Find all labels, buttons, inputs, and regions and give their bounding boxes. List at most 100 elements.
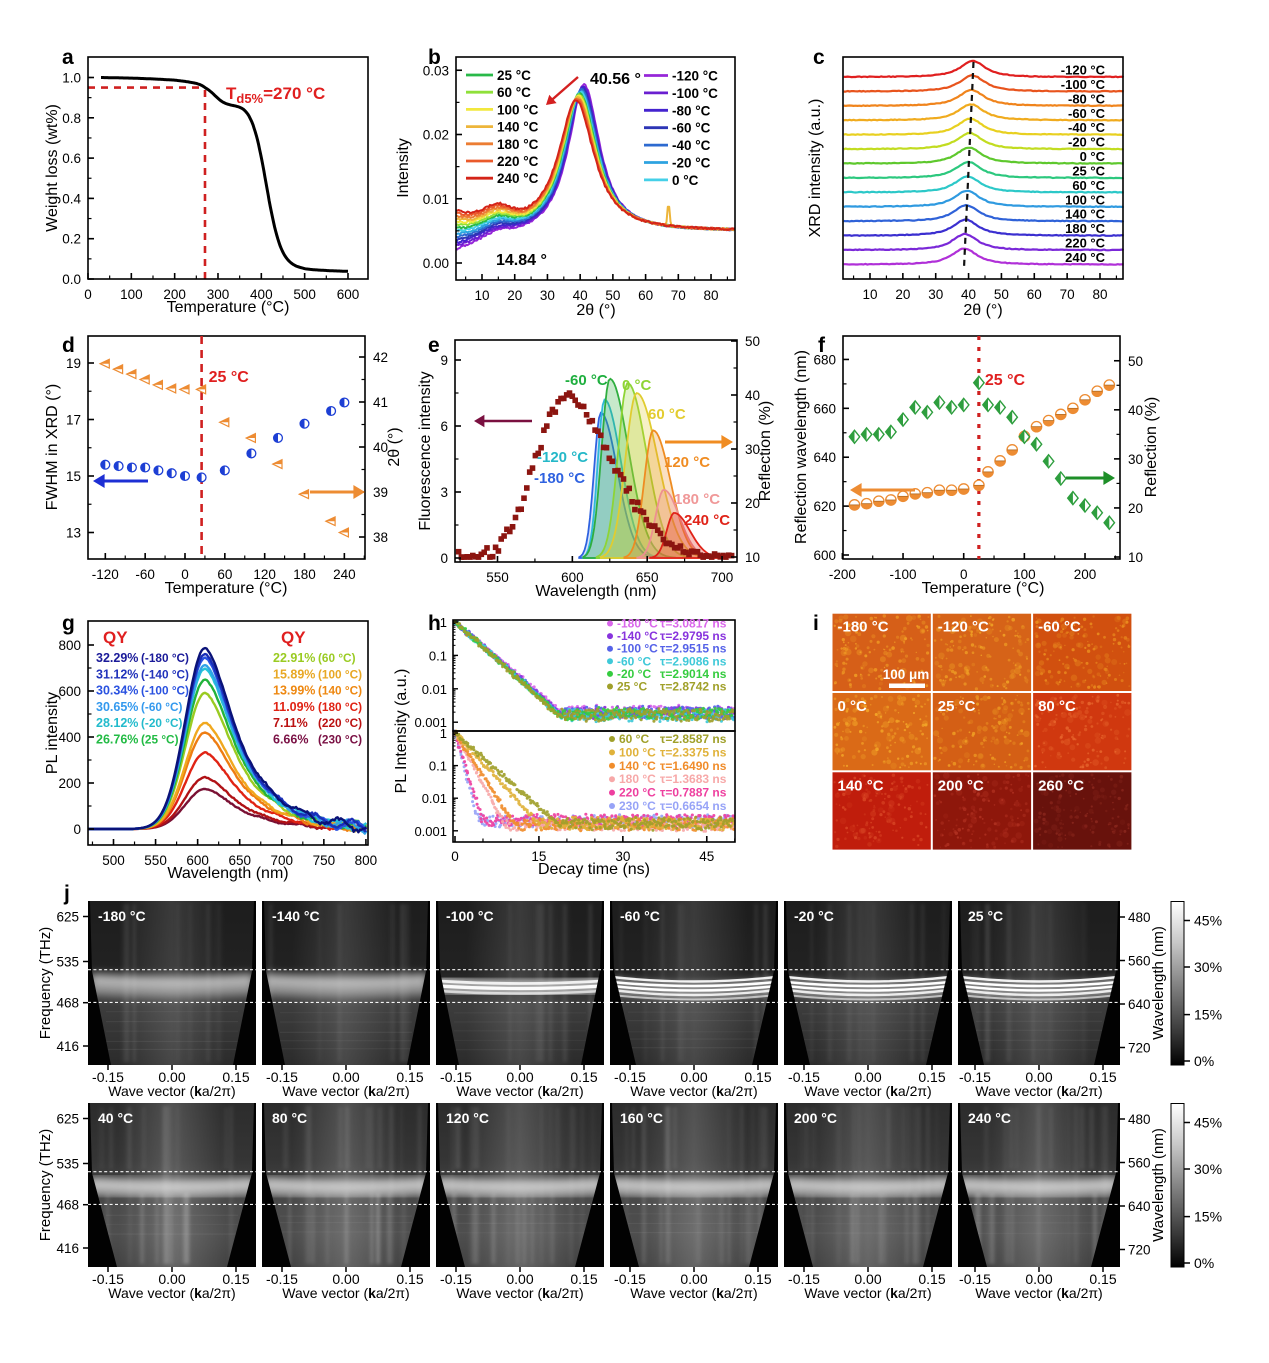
- svg-text:800: 800: [355, 853, 378, 868]
- svg-text:700: 700: [711, 570, 734, 585]
- svg-text:f: f: [818, 334, 826, 357]
- svg-text:-0.15: -0.15: [788, 1271, 820, 1287]
- svg-text:45%: 45%: [1194, 1115, 1222, 1131]
- svg-text:17: 17: [66, 413, 81, 428]
- svg-text:180 °C: 180 °C: [674, 491, 720, 508]
- svg-text:Frequency (THz): Frequency (THz): [37, 1129, 54, 1242]
- svg-text:XRD intensity (a.u.): XRD intensity (a.u.): [807, 99, 824, 238]
- svg-text:19: 19: [66, 356, 81, 371]
- svg-text:Wave vector (ka/2π): Wave vector (ka/2π): [630, 1083, 757, 1099]
- svg-text:240 °C: 240 °C: [1065, 250, 1106, 265]
- svg-text:(230 °C): (230 °C): [318, 733, 362, 747]
- svg-text:500: 500: [293, 287, 316, 302]
- svg-text:j: j: [63, 882, 70, 905]
- svg-text:-20 °C: -20 °C: [672, 156, 711, 171]
- svg-text:100 μm: 100 μm: [883, 667, 930, 682]
- svg-text:Reflection (%): Reflection (%): [1143, 397, 1160, 497]
- svg-text:τ=2.9014 ns: τ=2.9014 ns: [660, 667, 727, 681]
- svg-text:Wavelength (nm): Wavelength (nm): [1150, 1128, 1167, 1242]
- svg-text:c: c: [813, 46, 825, 69]
- svg-text:30: 30: [615, 849, 630, 864]
- svg-text:6: 6: [440, 419, 448, 434]
- svg-text:0.01: 0.01: [422, 682, 447, 697]
- svg-text:Wave vector (ka/2π): Wave vector (ka/2π): [282, 1083, 409, 1099]
- svg-text:535: 535: [56, 955, 79, 970]
- svg-text:-60 °C: -60 °C: [1038, 619, 1081, 636]
- svg-text:38: 38: [373, 530, 388, 545]
- svg-text:260 °C: 260 °C: [1038, 777, 1084, 794]
- svg-text:200: 200: [1074, 567, 1097, 582]
- svg-text:Reflection (%): Reflection (%): [757, 401, 774, 501]
- svg-text:PL intensity: PL intensity: [44, 692, 61, 774]
- svg-text:180 °C: 180 °C: [1065, 221, 1106, 236]
- svg-text:Temperature (°C): Temperature (°C): [167, 299, 290, 316]
- svg-text:-180 °C: -180 °C: [838, 619, 889, 636]
- svg-text:15: 15: [531, 849, 546, 864]
- svg-text:-100 °C: -100 °C: [1061, 77, 1106, 92]
- svg-text:9: 9: [440, 353, 448, 368]
- svg-text:QY: QY: [103, 628, 128, 647]
- svg-text:1: 1: [440, 726, 447, 741]
- svg-text:Wavelength (nm): Wavelength (nm): [1150, 926, 1167, 1040]
- svg-text:45%: 45%: [1194, 913, 1222, 929]
- svg-text:30: 30: [928, 287, 943, 302]
- svg-text:25 °C: 25 °C: [497, 68, 531, 83]
- svg-text:180 °C: 180 °C: [497, 137, 539, 152]
- svg-text:220 °C: 220 °C: [497, 154, 539, 169]
- svg-text:0.00: 0.00: [506, 1271, 533, 1287]
- svg-text:0.15: 0.15: [1089, 1271, 1116, 1287]
- svg-text:-0.15: -0.15: [959, 1069, 991, 1085]
- svg-text:-0.15: -0.15: [92, 1069, 124, 1085]
- svg-text:0.00: 0.00: [158, 1271, 185, 1287]
- svg-text:800: 800: [58, 638, 81, 653]
- svg-text:15: 15: [66, 469, 81, 484]
- svg-text:-0.15: -0.15: [614, 1271, 646, 1287]
- svg-text:-180 °C: -180 °C: [617, 617, 658, 631]
- svg-text:100: 100: [120, 287, 143, 302]
- svg-text:-60 °C: -60 °C: [617, 654, 651, 668]
- svg-text:600: 600: [561, 570, 584, 585]
- svg-text:13: 13: [66, 526, 81, 541]
- svg-text:-200: -200: [829, 567, 856, 582]
- svg-text:0.01: 0.01: [422, 791, 447, 806]
- svg-text:2θ (°): 2θ (°): [386, 427, 403, 466]
- svg-text:(25 °C): (25 °C): [141, 733, 179, 747]
- svg-text:0.15: 0.15: [396, 1271, 423, 1287]
- svg-text:-140 °C: -140 °C: [617, 629, 658, 643]
- svg-text:80: 80: [1092, 287, 1107, 302]
- svg-text:40: 40: [1128, 403, 1143, 418]
- svg-text:Wavelength (nm): Wavelength (nm): [167, 865, 288, 882]
- svg-text:0.00: 0.00: [680, 1069, 707, 1085]
- svg-text:300: 300: [207, 287, 230, 302]
- svg-text:620: 620: [813, 499, 836, 514]
- svg-text:14.84 °: 14.84 °: [496, 252, 547, 269]
- svg-text:140 °C: 140 °C: [497, 120, 539, 135]
- svg-text:QY: QY: [281, 628, 306, 647]
- svg-text:25 °C: 25 °C: [985, 372, 1026, 389]
- svg-text:(-60 °C): (-60 °C): [141, 700, 182, 714]
- svg-text:-0.15: -0.15: [92, 1271, 124, 1287]
- svg-text:0.03: 0.03: [423, 63, 449, 78]
- svg-text:-60 °C: -60 °C: [1068, 106, 1106, 121]
- svg-text:0.15: 0.15: [918, 1271, 945, 1287]
- svg-text:10: 10: [474, 288, 489, 303]
- svg-text:600: 600: [813, 548, 836, 563]
- svg-text:240 °C: 240 °C: [968, 1110, 1011, 1126]
- svg-text:13.99%: 13.99%: [273, 684, 315, 698]
- svg-text:180: 180: [293, 567, 316, 582]
- svg-text:416: 416: [56, 1039, 79, 1054]
- svg-text:τ=0.6654 ns: τ=0.6654 ns: [660, 799, 727, 813]
- svg-text:Fluorescence intensity: Fluorescence intensity: [417, 371, 434, 530]
- svg-text:0.00: 0.00: [854, 1069, 881, 1085]
- svg-text:15%: 15%: [1194, 1209, 1222, 1225]
- svg-text:39: 39: [373, 485, 388, 500]
- svg-text:160 °C: 160 °C: [620, 1110, 663, 1126]
- svg-text:660: 660: [813, 401, 836, 416]
- svg-text:a: a: [62, 46, 74, 69]
- svg-text:τ=2.9795 ns: τ=2.9795 ns: [660, 629, 727, 643]
- svg-text:720: 720: [1128, 1041, 1151, 1056]
- svg-text:0.00: 0.00: [1025, 1069, 1052, 1085]
- svg-text:0.15: 0.15: [570, 1069, 597, 1085]
- svg-text:720: 720: [1128, 1243, 1151, 1258]
- svg-text:41: 41: [373, 395, 388, 410]
